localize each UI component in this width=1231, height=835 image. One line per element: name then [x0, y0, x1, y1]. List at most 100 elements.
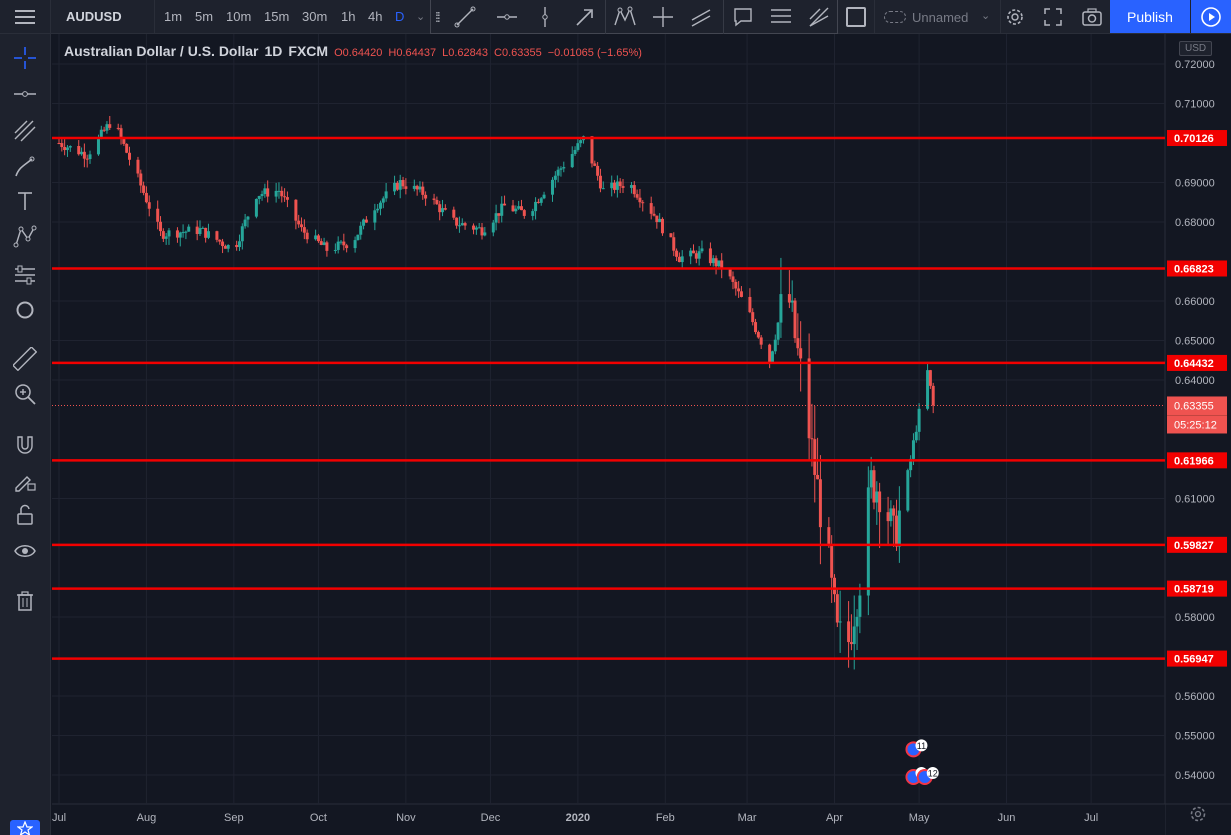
candle-body [675, 250, 679, 257]
play-icon[interactable] [1191, 0, 1231, 33]
rectangle-icon[interactable] [846, 7, 866, 27]
trash-icon[interactable] [10, 586, 40, 616]
candle-body [480, 227, 484, 236]
candle-body [65, 147, 69, 151]
chevron-down-icon[interactable]: ⌄ [416, 11, 426, 23]
candle-body [333, 249, 337, 251]
candle-body [223, 246, 227, 249]
candle-body [175, 230, 179, 238]
chart-settings-icon[interactable] [1188, 804, 1208, 824]
magnet-icon[interactable] [10, 430, 40, 460]
timeframe-1m[interactable]: 1m [164, 9, 183, 24]
candle-body [737, 288, 741, 292]
camera-icon[interactable] [1079, 4, 1105, 30]
settings-icon[interactable] [1002, 4, 1028, 30]
parallel-channel-icon[interactable] [683, 0, 719, 34]
candle-body [432, 198, 436, 200]
candle-body [669, 233, 673, 238]
candle-body [816, 474, 820, 480]
candle-body [240, 226, 244, 242]
time-axis[interactable] [52, 804, 1165, 835]
star-icon[interactable] [10, 820, 40, 835]
unlock-icon[interactable] [10, 500, 40, 530]
eye-icon[interactable] [10, 536, 40, 566]
candle-body [356, 234, 360, 241]
candle-body [629, 185, 633, 188]
candle-body [776, 322, 780, 340]
candle-body [717, 260, 721, 267]
horizontal-line-icon[interactable] [10, 79, 40, 109]
candle-body [325, 242, 329, 251]
chevron-down-icon[interactable]: ⌄ [981, 10, 991, 22]
candle-body [714, 258, 718, 267]
candle-body [393, 182, 397, 192]
candle-body [144, 192, 148, 203]
fib-tool-icon[interactable] [10, 116, 40, 146]
candle-body [161, 231, 165, 239]
candle-body [869, 470, 873, 488]
candle-body [866, 487, 870, 596]
pattern-tool-icon[interactable] [10, 222, 40, 252]
candle-body [689, 250, 693, 257]
candle-body [297, 220, 301, 225]
layout-name-button[interactable]: Unnamed [884, 7, 968, 27]
legend-high: H0.64437 [388, 47, 437, 59]
currency-label[interactable]: USD [1179, 41, 1213, 56]
trend-line-icon[interactable] [447, 0, 483, 34]
timeframe-1h[interactable]: 1h [341, 9, 356, 24]
timeframe-15m[interactable]: 15m [264, 9, 290, 24]
zoom-in-icon[interactable] [10, 379, 40, 409]
price-axis[interactable] [1165, 34, 1231, 835]
timeframe-10m[interactable]: 10m [226, 9, 252, 24]
candle-body [632, 185, 636, 195]
publish-button[interactable]: Publish [1110, 0, 1190, 33]
ruler-icon[interactable] [10, 344, 40, 374]
timeframe-4h[interactable]: 4h [368, 9, 383, 24]
fib-icon[interactable] [763, 0, 799, 34]
crosshair-icon[interactable] [10, 43, 40, 73]
time-tick-label: Apr [826, 812, 843, 824]
cross-line-icon[interactable] [645, 0, 681, 34]
brush-icon[interactable] [10, 152, 40, 182]
candle-body [601, 188, 605, 190]
candle-body [435, 199, 439, 205]
candle-body [147, 202, 151, 209]
timeframe-D[interactable]: D [395, 9, 405, 24]
candle-body [184, 231, 188, 233]
candle-body [790, 300, 794, 303]
legend-interval[interactable]: 1D [264, 43, 283, 59]
time-tick-label: 2020 [566, 812, 590, 824]
candle-body [460, 223, 464, 226]
price-tick-label: 0.66000 [1175, 296, 1215, 308]
prediction-icon[interactable] [10, 260, 40, 290]
candle-body [711, 258, 715, 264]
candle-body [319, 241, 323, 245]
price-chart[interactable]: 0.72000 0.71000 0.69000 0.68000 0.66000 0.650… [52, 34, 1231, 835]
candle-body [618, 181, 622, 187]
vertical-line-icon[interactable] [527, 0, 563, 34]
candle-body [754, 322, 758, 333]
horizontal-ray-icon[interactable] [489, 0, 525, 34]
chart-canvas[interactable]: 0.72000 0.71000 0.69000 0.68000 0.66000 0.650… [52, 34, 1231, 835]
candle-body [159, 221, 163, 232]
candle-body [345, 245, 349, 249]
text-icon[interactable] [10, 186, 40, 216]
drag-handle-icon[interactable]: ⁞⁞ [435, 9, 441, 25]
arrow-icon[interactable] [567, 0, 603, 34]
time-tick-label: Aug [137, 812, 157, 824]
candle-body [497, 213, 501, 216]
pattern-icon[interactable] [607, 0, 643, 34]
callout-icon[interactable] [725, 0, 761, 34]
circle-icon[interactable] [10, 295, 40, 325]
menu-icon[interactable] [0, 0, 50, 34]
fib-fan-icon[interactable] [801, 0, 837, 34]
lock-drawing-icon[interactable] [10, 466, 40, 496]
level-price-label: 0.66823 [1174, 263, 1214, 275]
candle-body [373, 210, 377, 223]
timeframe-5m[interactable]: 5m [195, 9, 214, 24]
candle-body [167, 230, 171, 237]
fullscreen-icon[interactable] [1040, 4, 1066, 30]
candle-body [198, 228, 202, 235]
timeframe-30m[interactable]: 30m [302, 9, 328, 24]
symbol-search[interactable]: AUDUSD [66, 9, 122, 24]
